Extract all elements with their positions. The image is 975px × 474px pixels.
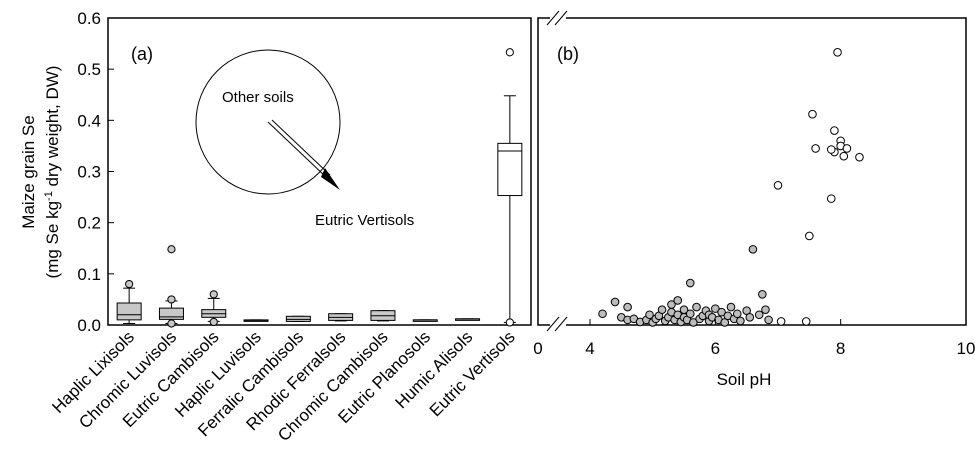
scatter-point xyxy=(839,151,849,161)
x-tick-label: 4 xyxy=(585,339,594,358)
box-4 xyxy=(285,315,311,322)
box-1 xyxy=(158,245,184,328)
outlier xyxy=(167,295,176,304)
scatter-point xyxy=(745,313,755,322)
scatter-point xyxy=(776,317,786,326)
scatter-point xyxy=(673,296,683,305)
scatter-point xyxy=(811,144,820,153)
annotation-other-soils: Other soils xyxy=(222,89,294,106)
scatter-point xyxy=(764,315,773,325)
panel-a-label: (a) xyxy=(131,44,153,64)
scatter-point xyxy=(726,302,736,312)
scatter-point xyxy=(685,278,695,288)
outlier xyxy=(505,48,514,57)
y-tick-label: 0.6 xyxy=(77,9,101,28)
panel-a: 0.0 0.1 0.2 0.3 0.4 0.5 0.6 Haplic LixisolsChr… xyxy=(19,9,532,445)
outlier xyxy=(167,245,176,254)
scatter-point xyxy=(830,126,839,135)
y-axis-units: (mg Se kg-1 dry weight, DW) xyxy=(43,66,62,279)
box-9 xyxy=(497,48,523,327)
y-tick-label: 0.0 xyxy=(77,316,101,335)
box-body xyxy=(158,307,184,320)
y-tick-label: 0.4 xyxy=(77,111,101,130)
scatter-point xyxy=(761,305,770,314)
scatter-point xyxy=(754,310,764,320)
annotation-arrow-line xyxy=(267,121,327,178)
y-tick-label: 0.5 xyxy=(77,60,101,79)
scatter-point xyxy=(842,144,852,153)
scatter-point xyxy=(667,300,676,309)
scatter-point xyxy=(610,297,620,307)
scatter-point xyxy=(855,152,864,162)
panel-a-boxes xyxy=(116,48,523,328)
scatter-point xyxy=(717,307,726,317)
box-body xyxy=(497,142,523,197)
outlier xyxy=(125,279,134,289)
scatter-point xyxy=(736,316,745,326)
axis-break-top xyxy=(546,10,568,26)
scatter-point xyxy=(645,310,654,320)
scatter-point xyxy=(748,244,758,254)
scatter-point xyxy=(598,309,607,319)
scatter-point xyxy=(805,231,814,241)
box-0 xyxy=(116,279,142,324)
y-tick-label: 0.3 xyxy=(77,163,101,182)
annotation-arrowhead xyxy=(321,168,340,190)
scatter-point xyxy=(689,318,698,327)
scatter-point xyxy=(657,305,667,314)
other-soils-circle xyxy=(195,49,341,195)
outlier xyxy=(209,317,218,327)
y-tick-label: 0.1 xyxy=(77,265,101,284)
box-3 xyxy=(243,319,269,322)
box-body xyxy=(285,315,311,322)
box-8 xyxy=(455,318,481,321)
x-tick-label: 8 xyxy=(836,339,845,358)
box-7 xyxy=(412,319,438,322)
panel-b-frame xyxy=(537,17,967,326)
box-6 xyxy=(370,310,396,322)
panel-b: 0 4 6 8 10 (b) Soil pH xyxy=(533,10,975,389)
x-axis-title: Soil pH xyxy=(717,370,772,389)
outlier xyxy=(209,290,218,299)
box-body xyxy=(116,302,142,321)
scatter-point xyxy=(758,290,767,299)
scatter-point xyxy=(773,181,783,190)
scatter-point xyxy=(692,302,701,312)
scatter-point xyxy=(808,109,817,119)
scatter-point xyxy=(732,309,742,319)
x-tick-label: 0 xyxy=(533,339,542,358)
outlier xyxy=(167,319,176,328)
panel-a-y-axis: 0.0 0.1 0.2 0.3 0.4 0.5 0.6 xyxy=(77,9,114,335)
annotation-eutric-vertisols: Eutric Vertisols xyxy=(315,212,414,229)
x-tick-label: 10 xyxy=(957,339,975,358)
y-tick-label: 0.2 xyxy=(77,214,101,233)
axis-break-bottom xyxy=(546,316,568,332)
scatter-point xyxy=(801,317,811,326)
outlier xyxy=(505,318,514,327)
panel-b-points xyxy=(598,47,864,327)
scatter-point xyxy=(826,194,836,203)
scatter-point xyxy=(826,145,836,154)
scatter-point xyxy=(833,47,842,57)
scatter-point xyxy=(623,302,632,312)
annotation-arrow-line-2 xyxy=(271,119,331,176)
box-2 xyxy=(201,290,227,327)
scatter-point xyxy=(711,304,720,313)
y-axis-title: Maize grain Se xyxy=(19,115,38,228)
x-tick-label: 6 xyxy=(711,339,720,358)
panel-b-label: (b) xyxy=(557,44,579,64)
box-5 xyxy=(328,313,354,322)
scatter-point xyxy=(685,309,695,319)
panel-b-x-axis: 0 4 6 8 10 xyxy=(533,319,975,358)
